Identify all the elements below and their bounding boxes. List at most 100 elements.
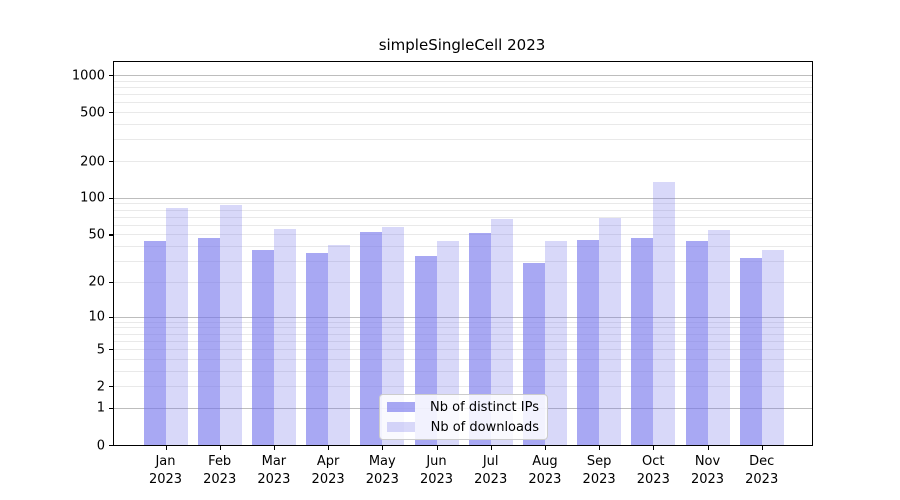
grid-line-minor [114,112,812,114]
x-tick-mark [165,446,167,450]
x-tick-mark [599,446,601,450]
x-tick-label: Mar 2023 [244,453,304,489]
bar-downloads [165,207,188,445]
x-tick-mark [273,446,276,450]
x-tick-label: Feb 2023 [190,453,250,489]
grid-line-major [114,75,812,77]
month-label: Apr [316,454,340,469]
y-tick-label: 50 [88,227,105,243]
bar-downloads [707,230,730,445]
bar-downloads [761,250,784,445]
bar-distinct-ips [143,241,166,445]
month-label: Nov [694,454,721,469]
x-tick-label: Jan 2023 [136,453,196,489]
grid-line-minor [114,333,812,335]
y-tick-mark [109,75,113,77]
year-label: 2023 [474,472,508,487]
bar-distinct-ips [251,250,274,445]
x-tick-label: Apr 2023 [298,453,358,489]
x-tick-mark [544,446,547,450]
chart-title: simpleSingleCell 2023 [378,36,546,54]
legend-swatch-distinct-ips [387,402,415,412]
month-label: Jun [426,454,447,469]
x-tick-mark [707,446,709,450]
grid-line-major [114,197,812,199]
legend-item-distinct-ips: Nb of distinct IPs [387,400,539,415]
x-tick-label: Dec 2023 [732,453,792,489]
grid-line-minor [114,102,812,104]
legend-label-distinct-ips: Nb of distinct IPs [430,399,539,415]
y-tick-mark [109,197,113,200]
x-tick-mark [382,446,384,450]
month-label: Jul [482,454,499,469]
grid-line-minor [114,124,812,126]
bar-downloads [219,204,242,445]
grid-line-major [114,316,812,318]
legend-label-downloads: Nb of downloads [430,419,539,435]
grid-line-minor [114,349,812,351]
month-label: Mar [261,454,287,469]
bar-downloads [653,181,676,445]
year-label: 2023 [690,472,725,487]
x-tick-label: May 2023 [352,453,412,489]
month-label: Sep [586,454,612,469]
x-tick-mark [328,446,330,450]
grid-line-minor [114,261,812,263]
x-tick-mark [653,446,655,450]
year-label: 2023 [365,472,399,487]
grid-line-minor [114,246,812,248]
y-tick-label: 10 [88,309,105,325]
y-tick-label: 5 [96,342,105,358]
bar-distinct-ips [631,237,654,445]
grid-line-minor [114,216,812,218]
year-label: 2023 [419,472,454,487]
grid-line-minor [114,224,812,226]
grid-line-minor [114,209,812,211]
legend-item-downloads: Nb of downloads [387,420,539,435]
month-label: May [368,454,396,469]
bar-downloads [273,228,296,445]
y-tick-mark [109,349,113,351]
year-label: 2023 [582,472,616,487]
grid-line-minor [114,80,812,82]
grid-line-minor [114,86,812,88]
year-label: 2023 [311,472,345,487]
year-label: 2023 [745,472,779,487]
y-tick-label: 20 [88,274,105,290]
legend-swatch-downloads [387,422,415,432]
x-tick-label: Jul 2023 [461,453,521,489]
grid-line-minor [114,139,812,141]
y-tick-label: 0 [96,438,105,453]
month-label: Aug [532,454,558,469]
grid-line-minor [114,203,812,205]
month-label: Oct [642,454,665,469]
bar-distinct-ips [577,239,600,445]
grid-line-minor [114,234,812,236]
y-tick-label: 500 [80,105,105,121]
grid-line-minor [114,386,812,388]
bar-distinct-ips [197,237,220,445]
year-label: 2023 [148,472,183,487]
grid-line-minor [114,327,812,329]
x-tick-label: Oct 2023 [623,453,683,489]
year-label: 2023 [257,472,291,487]
plot-area: Nb of distinct IPs Nb of downloads [113,61,813,446]
bar-distinct-ips [468,233,491,445]
y-tick-mark [109,445,113,447]
grid-line-minor [114,358,812,360]
month-label: Jan [155,454,176,469]
x-tick-mark [490,446,492,450]
bar-downloads [490,219,513,445]
bar-downloads [599,218,622,445]
bar-distinct-ips [685,241,708,445]
legend: Nb of distinct IPs Nb of downloads [379,394,548,440]
x-tick-label: Aug 2023 [515,453,575,489]
y-tick-label: 1 [96,400,105,416]
y-tick-mark [109,112,113,114]
x-tick-mark [436,446,438,450]
grid-line-minor [114,281,812,283]
bar-distinct-ips [739,257,762,445]
x-tick-label: Nov 2023 [678,453,738,489]
x-tick-label: Jun 2023 [407,453,467,489]
